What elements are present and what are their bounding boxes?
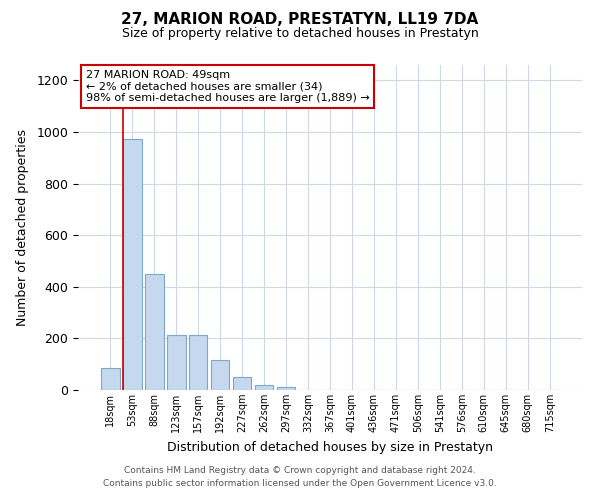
- Bar: [277, 388, 295, 390]
- Bar: [123, 138, 142, 390]
- Text: 27 MARION ROAD: 49sqm
← 2% of detached houses are smaller (34)
98% of semi-detac: 27 MARION ROAD: 49sqm ← 2% of detached h…: [86, 70, 370, 103]
- Bar: [211, 360, 229, 390]
- Bar: [167, 334, 185, 390]
- Text: 27, MARION ROAD, PRESTATYN, LL19 7DA: 27, MARION ROAD, PRESTATYN, LL19 7DA: [121, 12, 479, 28]
- X-axis label: Distribution of detached houses by size in Prestatyn: Distribution of detached houses by size …: [167, 440, 493, 454]
- Bar: [101, 368, 119, 390]
- Bar: [233, 377, 251, 390]
- Bar: [189, 334, 208, 390]
- Text: Size of property relative to detached houses in Prestatyn: Size of property relative to detached ho…: [122, 28, 478, 40]
- Y-axis label: Number of detached properties: Number of detached properties: [16, 129, 29, 326]
- Bar: [255, 385, 274, 390]
- Text: Contains HM Land Registry data © Crown copyright and database right 2024.
Contai: Contains HM Land Registry data © Crown c…: [103, 466, 497, 487]
- Bar: [145, 274, 164, 390]
